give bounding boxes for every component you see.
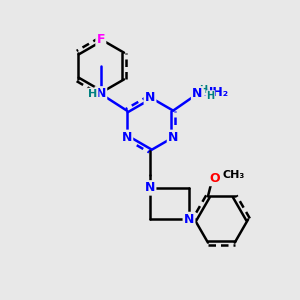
Text: F: F	[97, 33, 105, 46]
Text: NH₂: NH₂	[203, 85, 229, 98]
Text: N: N	[122, 131, 132, 144]
Text: O: O	[209, 172, 220, 185]
Text: N: N	[145, 91, 155, 104]
Text: N: N	[184, 213, 194, 226]
Text: CH₃: CH₃	[222, 170, 244, 180]
Text: N: N	[168, 131, 178, 144]
Text: H: H	[199, 85, 207, 95]
Text: H: H	[88, 89, 97, 99]
Text: H: H	[207, 91, 215, 101]
Text: N: N	[96, 87, 106, 101]
Text: N: N	[192, 87, 202, 101]
Text: N: N	[145, 182, 155, 194]
